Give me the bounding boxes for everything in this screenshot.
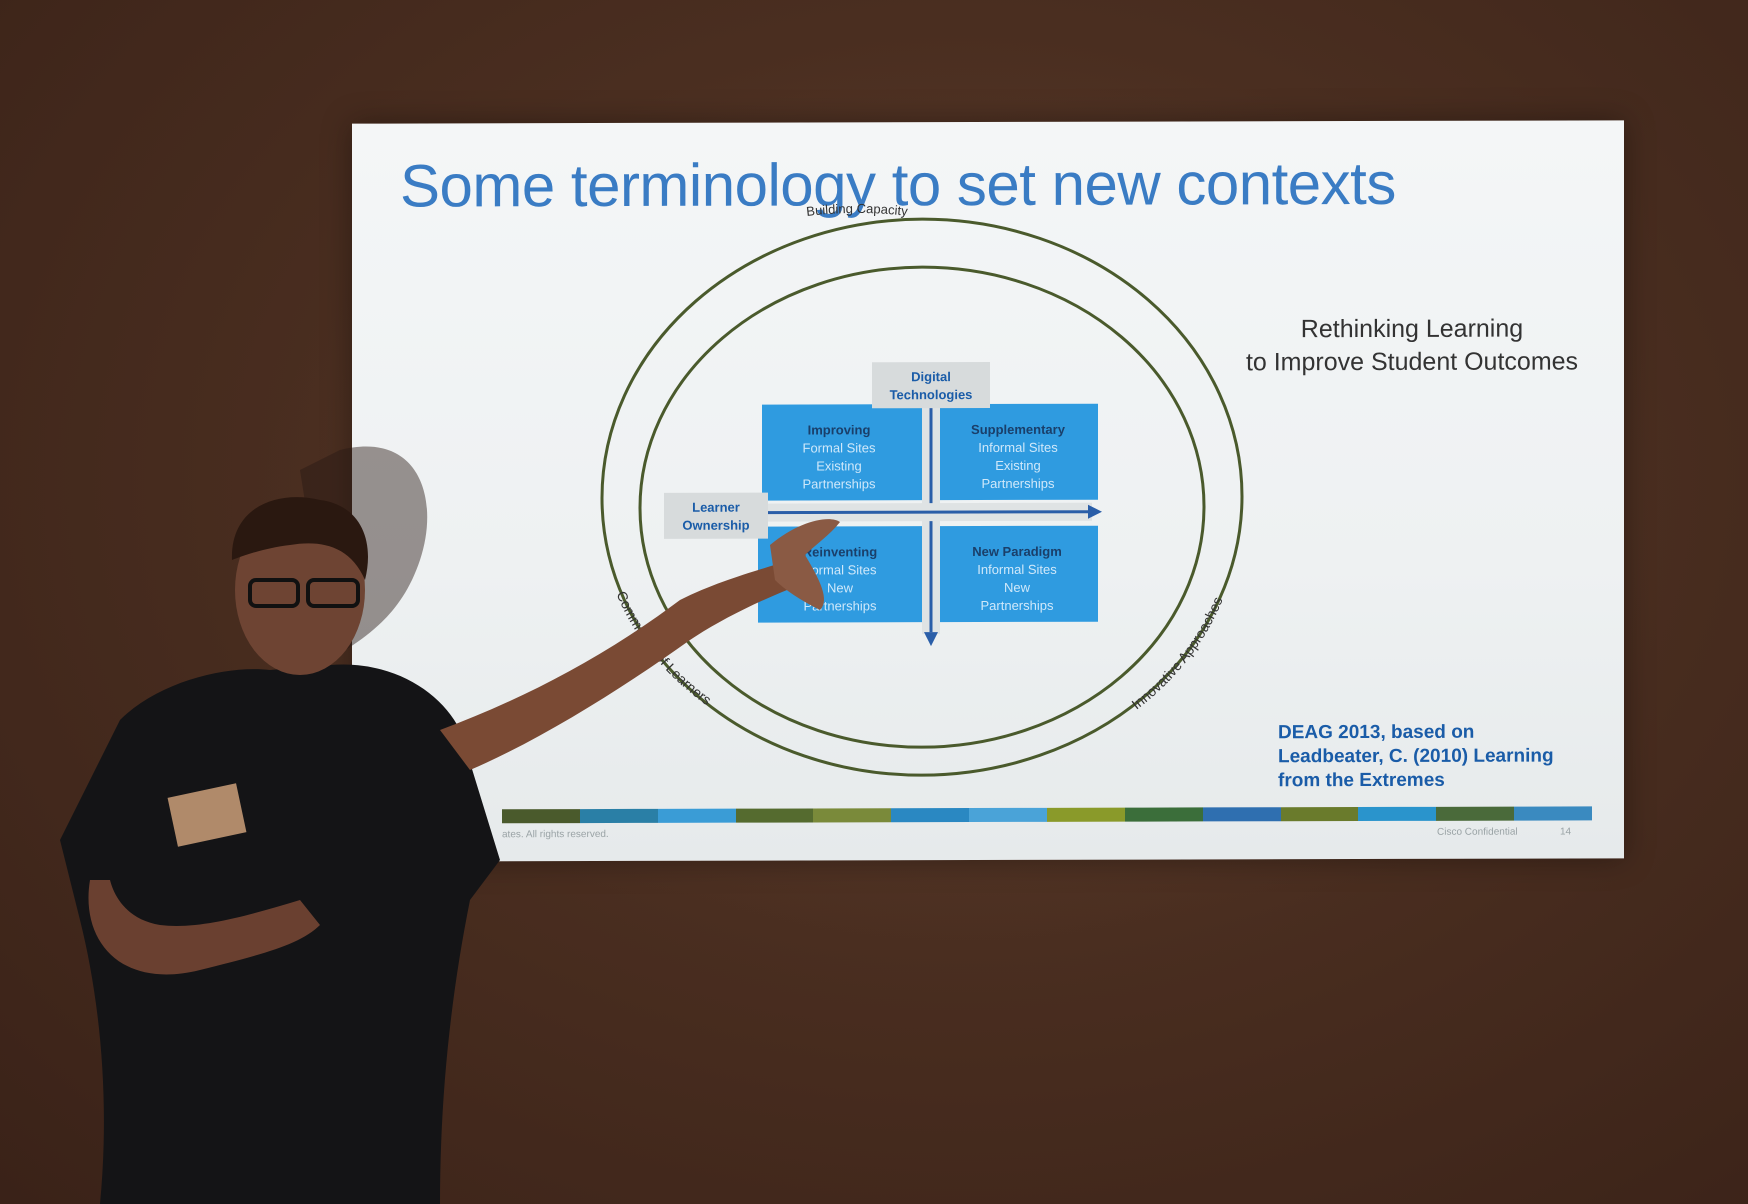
x-axis-label: Ownership — [682, 518, 749, 533]
quadrant-line: New — [827, 580, 854, 595]
quadrant-line: Partnerships — [803, 476, 876, 491]
quadrant-line: Existing — [816, 458, 862, 473]
quadrant-title: New Paradigm — [972, 544, 1062, 559]
presenter-hair — [231, 497, 368, 580]
ring-label-building-capacity: Building Capacity — [806, 201, 909, 219]
y-axis-label-box: Digital Technologies — [872, 361, 990, 409]
quadrant-title: Supplementary — [971, 422, 1066, 437]
quadrant-new-paradigm: New Paradigm Informal Sites New Partners… — [936, 525, 1098, 623]
y-axis-label: Digital — [911, 369, 951, 384]
quadrant-title: Reinventing — [803, 544, 877, 559]
quadrant-line: Informal Sites — [977, 562, 1057, 577]
x-axis-label: Learner — [692, 500, 740, 515]
quadrant-supplementary: Supplementary Informal Sites Existing Pa… — [938, 403, 1098, 501]
quadrant-title: Improving — [808, 422, 871, 437]
outer-ring — [600, 217, 1244, 777]
quadrant-line: Existing — [995, 458, 1041, 473]
quadrant-line: Formal Sites — [804, 562, 877, 577]
presenter-hand — [770, 519, 840, 610]
y-axis-label: Technologies — [890, 387, 973, 402]
presenter-lower-arm — [88, 880, 321, 975]
glasses-left-lens — [248, 578, 300, 608]
quadrant-line: Informal Sites — [978, 440, 1058, 455]
quadrant-line: Formal Sites — [803, 440, 876, 455]
quadrant-line: Partnerships — [982, 476, 1055, 491]
inner-ring — [638, 265, 1206, 749]
presenter-arm — [440, 560, 800, 770]
quadrant-line: New — [1004, 580, 1031, 595]
quadrant-line: Partnerships — [981, 598, 1054, 613]
name-badge — [167, 783, 247, 847]
glasses-right-lens — [306, 578, 360, 608]
quadrant-improving: Improving Formal Sites Existing Partners… — [762, 404, 924, 501]
x-axis-label-box: Learner Ownership — [664, 492, 768, 539]
